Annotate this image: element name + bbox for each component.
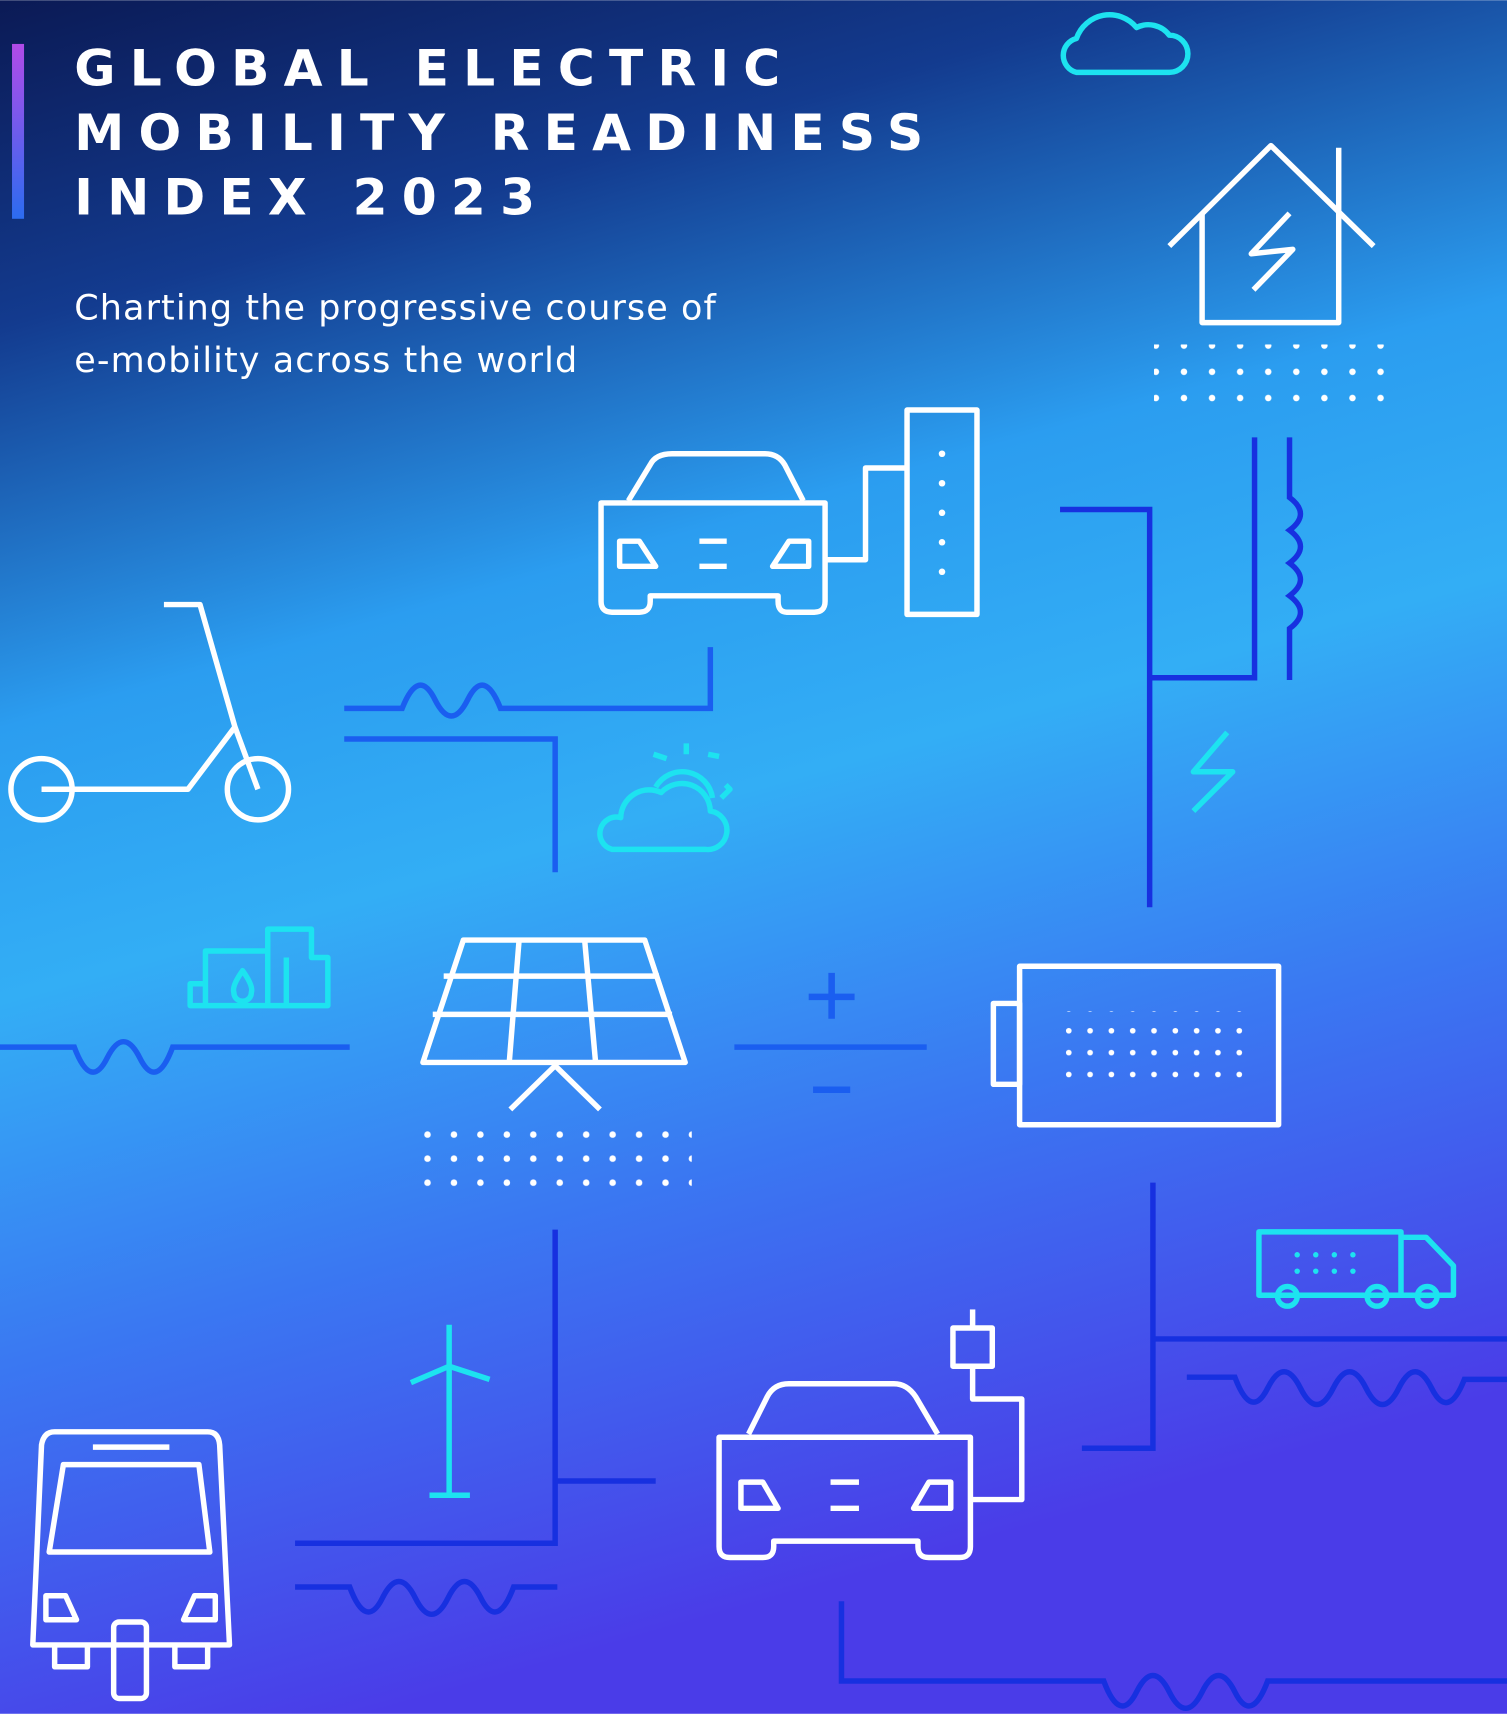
- subtitle-line: e-mobility across the world: [74, 341, 578, 381]
- decoration: [110, 1619, 150, 1702]
- decoration: [1294, 1252, 1300, 1258]
- decoration: [295, 1229, 558, 1547]
- decoration: [938, 509, 946, 517]
- decoration: [990, 1000, 1023, 1088]
- decoration: [224, 755, 292, 823]
- decoration: [46, 1461, 213, 1555]
- decoration: [1060, 506, 1153, 908]
- decoration: [969, 1366, 1025, 1503]
- decoration: [1154, 344, 1389, 411]
- decoration: [598, 451, 828, 615]
- decoration: [0, 1039, 350, 1075]
- accent-bar: [12, 43, 25, 219]
- decoration: [938, 479, 946, 487]
- decoration: [652, 743, 733, 800]
- decoration: [1149, 437, 1258, 681]
- title-line: MOBILITY READINESS: [74, 103, 937, 162]
- decoration: [1350, 1268, 1356, 1274]
- decoration: [1060, 12, 1191, 76]
- decoration: [808, 972, 855, 1094]
- decoration: [420, 937, 688, 1066]
- decoration: [295, 1578, 558, 1617]
- decoration: [1313, 1252, 1319, 1258]
- decoration: [1350, 1252, 1356, 1258]
- decoration: [716, 1381, 974, 1561]
- decoration: [344, 736, 558, 873]
- decoration: [1294, 1268, 1300, 1274]
- decoration: [616, 538, 812, 570]
- decoration: [1364, 1283, 1390, 1309]
- decoration: [1057, 1011, 1246, 1083]
- decoration: [1190, 730, 1236, 814]
- decoration: [1248, 211, 1296, 292]
- decoration: [1331, 1252, 1338, 1258]
- decoration: [409, 1324, 491, 1498]
- decoration: [43, 1593, 219, 1623]
- decoration: [1414, 1283, 1440, 1309]
- decoration: [1081, 1182, 1156, 1451]
- decoration: [1313, 1268, 1319, 1274]
- decoration: [8, 755, 75, 823]
- decoration: [938, 450, 946, 576]
- decoration: [344, 647, 714, 719]
- title-line: GLOBAL ELECTRIC: [74, 38, 794, 97]
- decoration: [938, 568, 946, 576]
- decoration: [938, 538, 946, 546]
- title-line: INDEX 2023: [74, 167, 549, 226]
- decoration: [938, 450, 946, 458]
- decoration: [418, 1128, 692, 1189]
- decoration: [838, 1601, 1507, 1711]
- decoration: [1294, 1252, 1356, 1274]
- subtitle-line: Charting the progressive course of: [74, 288, 717, 328]
- decoration: [904, 407, 980, 618]
- decoration: [30, 1429, 233, 1648]
- decoration: [230, 967, 255, 1004]
- decoration: [738, 1479, 954, 1512]
- decoration: [1331, 1268, 1338, 1274]
- decoration: [51, 1644, 211, 1670]
- decoration: [1284, 437, 1304, 680]
- decoration: [1186, 1369, 1507, 1408]
- decoration: [508, 1062, 602, 1112]
- decoration: [1274, 1283, 1300, 1309]
- decoration: [1199, 147, 1342, 326]
- illustration: [0, 12, 1507, 1711]
- decoration: [597, 780, 730, 853]
- decoration: [825, 465, 908, 563]
- decoration: [41, 725, 238, 792]
- decoration: [187, 926, 331, 1009]
